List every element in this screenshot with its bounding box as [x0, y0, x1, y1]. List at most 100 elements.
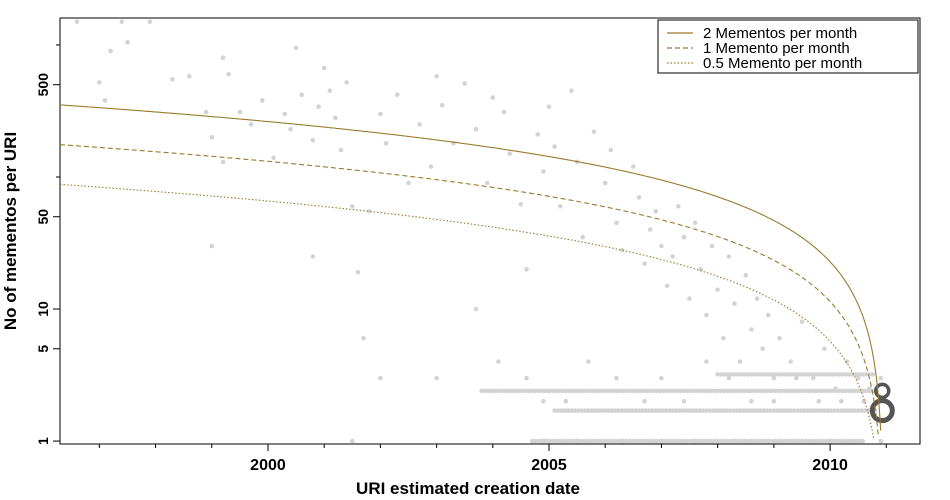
- data-point: [590, 438, 596, 444]
- data-point: [529, 438, 535, 444]
- data-point: [813, 438, 818, 444]
- data-point: [406, 180, 411, 186]
- data-point: [600, 388, 606, 394]
- data-point: [550, 438, 555, 444]
- data-point: [749, 327, 754, 332]
- data-point: [654, 388, 660, 394]
- data-point: [546, 388, 552, 394]
- data-point: [614, 388, 619, 394]
- data-point: [582, 408, 588, 413]
- data-point: [681, 399, 687, 404]
- data-point: [678, 388, 683, 394]
- data-point: [586, 359, 591, 364]
- data-point: [473, 306, 479, 312]
- data-point: [788, 359, 793, 364]
- data-point: [771, 399, 777, 404]
- data-point: [614, 375, 619, 381]
- x-tick-label: 2000: [250, 457, 286, 474]
- data-point: [794, 375, 799, 381]
- data-point: [658, 438, 663, 444]
- data-point: [533, 388, 538, 394]
- data-point: [812, 408, 817, 413]
- data-point: [634, 388, 639, 394]
- data-point: [627, 438, 633, 444]
- data-point: [624, 388, 629, 394]
- data-point: [533, 438, 538, 444]
- data-point: [271, 155, 276, 160]
- data-point: [760, 346, 765, 352]
- data-point: [722, 388, 727, 394]
- data-point: [573, 388, 579, 394]
- data-point: [681, 234, 687, 240]
- data-point: [705, 438, 710, 444]
- data-point: [788, 408, 793, 413]
- data-point: [610, 438, 616, 444]
- scatter-points: [74, 19, 895, 444]
- data-point: [698, 438, 704, 444]
- data-point: [97, 80, 102, 85]
- data-point: [776, 388, 781, 394]
- data-point: [786, 372, 791, 377]
- data-point: [776, 438, 781, 444]
- data-point: [237, 109, 243, 115]
- data-point: [752, 388, 757, 394]
- data-point: [378, 375, 383, 381]
- data-point: [839, 399, 844, 404]
- data-point: [653, 209, 659, 214]
- data-point: [688, 438, 693, 444]
- data-point: [781, 408, 787, 413]
- data-point: [755, 372, 761, 377]
- data-point: [434, 375, 439, 381]
- data-point: [484, 180, 490, 186]
- data-point: [771, 375, 777, 381]
- data-point: [725, 372, 731, 377]
- data-point: [523, 388, 528, 394]
- data-point: [853, 388, 859, 394]
- data-point: [593, 438, 599, 444]
- data-point: [840, 388, 845, 394]
- data-point: [573, 438, 579, 444]
- data-point: [567, 388, 572, 394]
- data-point: [853, 372, 859, 377]
- data-point: [762, 388, 768, 394]
- data-point: [850, 438, 855, 444]
- data-point: [563, 438, 569, 444]
- data-point: [647, 388, 653, 394]
- data-point: [316, 104, 321, 110]
- data-point: [721, 408, 726, 413]
- data-point: [768, 408, 773, 413]
- data-point: [822, 346, 827, 352]
- data-point: [344, 80, 350, 85]
- data-point: [288, 126, 293, 132]
- data-point: [815, 408, 820, 413]
- data-point: [779, 388, 784, 394]
- data-point: [695, 438, 700, 444]
- data-point: [735, 372, 741, 377]
- data-point: [754, 408, 760, 413]
- data-point: [587, 388, 592, 394]
- data-point: [546, 104, 552, 110]
- data-point: [765, 438, 771, 444]
- data-point: [656, 408, 662, 413]
- data-point: [499, 388, 505, 394]
- data-point: [569, 408, 574, 413]
- data-point: [670, 408, 675, 413]
- data-point: [805, 408, 810, 413]
- data-point: [552, 408, 557, 413]
- data-point: [338, 147, 344, 153]
- data-point: [687, 408, 692, 413]
- data-point: [732, 301, 737, 306]
- data-point: [700, 408, 706, 413]
- data-point: [631, 438, 636, 444]
- data-point: [647, 438, 653, 444]
- data-point: [698, 267, 704, 272]
- data-point: [717, 408, 723, 413]
- data-point: [792, 372, 798, 377]
- data-point: [823, 438, 828, 444]
- data-point: [708, 438, 714, 444]
- data-point: [755, 388, 761, 394]
- data-point: [769, 372, 774, 377]
- data-point: [722, 438, 727, 444]
- data-point: [826, 372, 832, 377]
- data-point: [813, 372, 818, 377]
